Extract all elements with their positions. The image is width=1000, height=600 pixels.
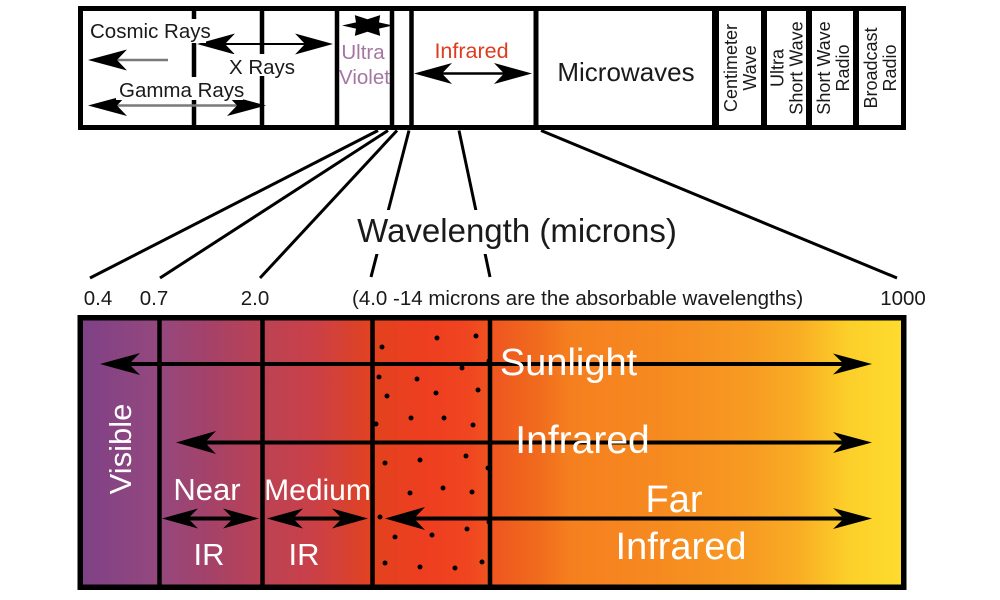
svg-text:IR: IR bbox=[289, 537, 320, 572]
svg-text:Infrared: Infrared bbox=[434, 39, 508, 63]
svg-text:Visible: Visible bbox=[103, 404, 138, 495]
svg-text:0.4: 0.4 bbox=[84, 287, 113, 310]
svg-text:IR: IR bbox=[194, 537, 225, 572]
svg-text:Microwaves: Microwaves bbox=[557, 57, 694, 87]
svg-text:Wavelength (microns): Wavelength (microns) bbox=[357, 212, 677, 249]
svg-text:Sunlight: Sunlight bbox=[500, 342, 638, 384]
svg-text:(4.0 -14 microns are the absor: (4.0 -14 microns are the absorbable wave… bbox=[352, 287, 803, 310]
svg-text:Medium: Medium bbox=[264, 474, 371, 507]
svg-text:X Rays: X Rays bbox=[229, 56, 295, 79]
svg-text:Far: Far bbox=[646, 479, 703, 521]
svg-text:Violet: Violet bbox=[339, 66, 390, 89]
svg-text:Infrared: Infrared bbox=[616, 526, 747, 568]
svg-text:Ultra: Ultra bbox=[341, 41, 385, 64]
svg-text:Short WaveRadio: Short WaveRadio bbox=[814, 21, 853, 114]
svg-text:0.7: 0.7 bbox=[140, 287, 169, 310]
svg-text:UltraShort Wave: UltraShort Wave bbox=[768, 21, 807, 114]
svg-text:BroadcastRadio: BroadcastRadio bbox=[861, 27, 900, 108]
svg-text:Infrared: Infrared bbox=[515, 419, 649, 462]
svg-text:Cosmic Rays: Cosmic Rays bbox=[90, 20, 211, 43]
svg-text:1000: 1000 bbox=[880, 287, 926, 310]
svg-text:2.0: 2.0 bbox=[241, 287, 270, 310]
svg-text:Near: Near bbox=[173, 472, 240, 507]
svg-text:CentimeterWave: CentimeterWave bbox=[721, 24, 760, 112]
svg-text:Gamma Rays: Gamma Rays bbox=[119, 79, 244, 102]
